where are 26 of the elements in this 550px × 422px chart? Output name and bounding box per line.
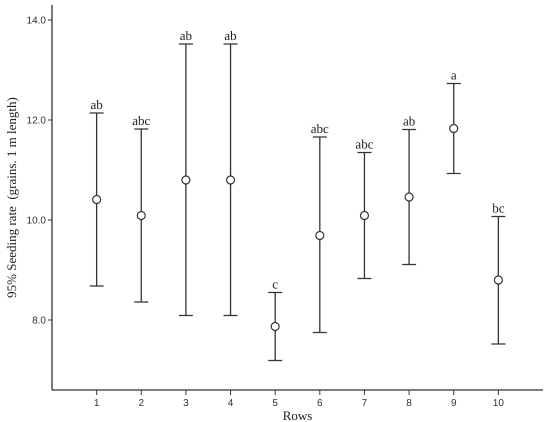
x-tick-label: 3 bbox=[183, 398, 190, 409]
y-axis-title: 95% Seeding rate (grains. 1 m length) bbox=[4, 97, 19, 298]
annotation: ab bbox=[90, 97, 103, 112]
annotation: abc bbox=[310, 121, 330, 136]
x-tick-label: 7 bbox=[362, 398, 368, 409]
x-tick-label: 8 bbox=[406, 398, 412, 409]
annotation: ab bbox=[180, 28, 192, 43]
x-tick-label: 2 bbox=[138, 398, 144, 409]
x-tick-label: 9 bbox=[450, 398, 457, 409]
x-tick-label: 10 bbox=[492, 398, 504, 409]
y-tick-label: 10.0 bbox=[26, 216, 46, 226]
x-tick-label: 1 bbox=[94, 398, 100, 409]
y-tick-label: 8.0 bbox=[32, 316, 46, 326]
x-axis-title: Rows bbox=[282, 408, 312, 422]
annotation: bc bbox=[492, 200, 505, 216]
x-tick-label: 4 bbox=[228, 398, 234, 409]
annotation: abc bbox=[355, 136, 374, 152]
annotation: c bbox=[272, 276, 278, 292]
x-tick-label: 5 bbox=[272, 398, 278, 409]
y-tick-label: 12.0 bbox=[26, 116, 46, 126]
y-tick-label: 14.0 bbox=[26, 16, 46, 26]
annotation: a bbox=[450, 68, 457, 82]
annotation: ab bbox=[224, 28, 237, 43]
annotation: ab bbox=[402, 114, 416, 128]
annotation: abc bbox=[132, 113, 151, 128]
x-tick-label: 6 bbox=[317, 398, 324, 409]
